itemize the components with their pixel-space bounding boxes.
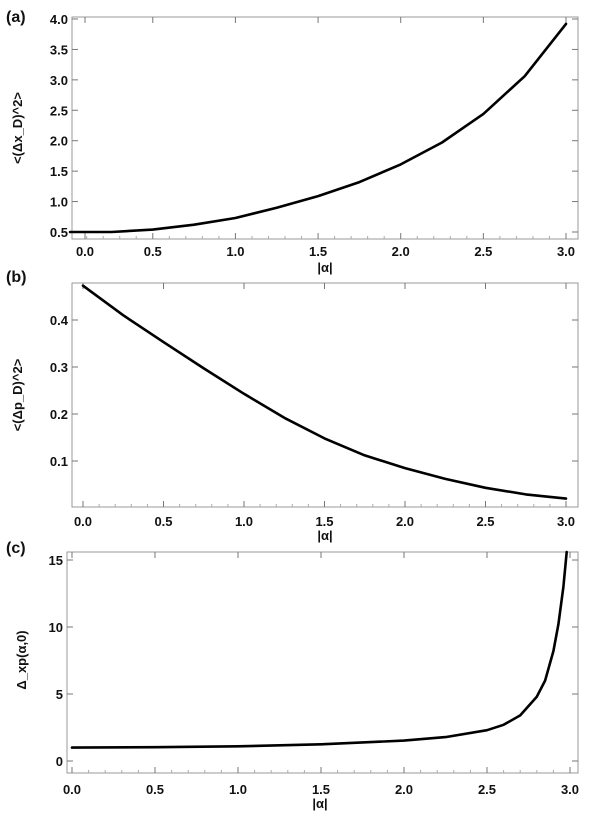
- panel-a-xtick-label: 3.0: [557, 244, 575, 259]
- panel-b-xtick-label: 2.0: [396, 514, 414, 529]
- panel-b-ytick-label: 0.2: [50, 407, 68, 422]
- panel-a-xtick-label: 1.0: [226, 244, 244, 259]
- panel-c-xtick-label: 2.0: [395, 782, 413, 797]
- panel-b-xtick-label: 3.0: [557, 514, 575, 529]
- panel-b-xticks: 0.0 0.5 1.0 1.5 2.0 2.5 3.0: [74, 283, 575, 529]
- panel-c-ytick-label: 5: [56, 687, 63, 702]
- panel-a-xtick-label: 0.0: [76, 244, 94, 259]
- panel-b-xlabel: |α|: [317, 528, 332, 543]
- panel-b-xtick-label: 0.0: [74, 514, 92, 529]
- panel-b-ytick-label: 0.1: [50, 454, 68, 469]
- panel-b-ylabel: <(Δp_D)^2>: [10, 358, 25, 431]
- panel-c-frame: [66, 551, 579, 774]
- panel-c-xlabel: |α|: [312, 796, 327, 811]
- panel-b-frame: [71, 282, 579, 508]
- panel-a-xtick-label: 2.0: [392, 244, 410, 259]
- panel-b-label: (b): [6, 269, 26, 286]
- panel-b-curve: [81, 284, 568, 500]
- panel-c-label: (c): [6, 540, 26, 557]
- panel-b-yticks: 0.1 0.2 0.3 0.4: [50, 313, 578, 469]
- panel-c-ytick-label: 10: [49, 620, 63, 635]
- panel-a-label: (a): [6, 9, 26, 26]
- panel-a-ytick-label: 3.5: [50, 42, 68, 57]
- panel-a-ytick-label: 4.0: [50, 12, 68, 27]
- panel-c-curve: [70, 550, 568, 749]
- panel-a-ytick-label: 2.0: [50, 134, 68, 149]
- panel-a-xtick-label: 1.5: [309, 244, 327, 259]
- panel-a-ytick-label: 1.0: [50, 195, 68, 210]
- panel-a-ytick-label: 2.5: [50, 103, 68, 118]
- panel-a: (a) 0.0 0.5 1.0 1.5 2.0 2.5 3.0 0.5 1.0 1.5 2.0 2.…: [6, 9, 579, 275]
- panel-b-xtick-label: 0.5: [154, 514, 172, 529]
- panel-a-xlabel: |α|: [317, 260, 332, 275]
- panel-b: (b) 0.0 0.5 1.0 1.5 2.0 2.5 3.0 0.1 0.2 0.3 0.4 |…: [6, 269, 579, 543]
- panel-b-ytick-label: 0.3: [50, 360, 68, 375]
- panel-a-curve: [68, 22, 568, 234]
- panel-c-ytick-label: 0: [56, 754, 63, 769]
- panel-c-xtick-label: 2.5: [478, 782, 496, 797]
- panel-b-xtick-label: 1.0: [235, 514, 253, 529]
- panel-c-xtick-label: 1.0: [229, 782, 247, 797]
- panel-c-ylabel: Δ_xp(α,0): [14, 630, 29, 689]
- panel-a-xtick-label: 0.5: [144, 244, 162, 259]
- panel-a-ylabel: <(Δx_D)^2>: [10, 92, 25, 164]
- panel-a-xticks: 0.0 0.5 1.0 1.5 2.0 2.5 3.0: [76, 17, 575, 259]
- panel-a-yticks: 0.5 1.0 1.5 2.0 2.5 3.0 3.5 4.0: [50, 12, 578, 240]
- panel-c-xtick-label: 0.5: [146, 782, 164, 797]
- panel-a-xtick-label: 2.5: [474, 244, 492, 259]
- panel-b-xtick-label: 1.5: [315, 514, 333, 529]
- panel-c-ytick-label: 15: [49, 553, 63, 568]
- panel-c-xticks: 0.0 0.5 1.0 1.5 2.0 2.5 3.0: [63, 552, 579, 797]
- panel-a-frame: [71, 16, 579, 240]
- panel-c-xtick-label: 1.5: [312, 782, 330, 797]
- panel-a-ytick-label: 3.0: [50, 73, 68, 88]
- panel-c-xtick-label: 0.0: [63, 782, 81, 797]
- panel-b-xtick-label: 2.5: [476, 514, 494, 529]
- panel-a-ytick-label: 0.5: [50, 225, 68, 240]
- panel-a-ytick-label: 1.5: [50, 164, 68, 179]
- panel-c: (c) 0.0 0.5 1.0 1.5 2.0 2.5 3.0 0 5 10 15 |α| Δ_x…: [6, 540, 579, 811]
- panel-c-yticks: 0 5 10 15: [49, 553, 578, 769]
- panel-c-xtick-label: 3.0: [561, 782, 579, 797]
- panel-b-ytick-label: 0.4: [50, 313, 69, 328]
